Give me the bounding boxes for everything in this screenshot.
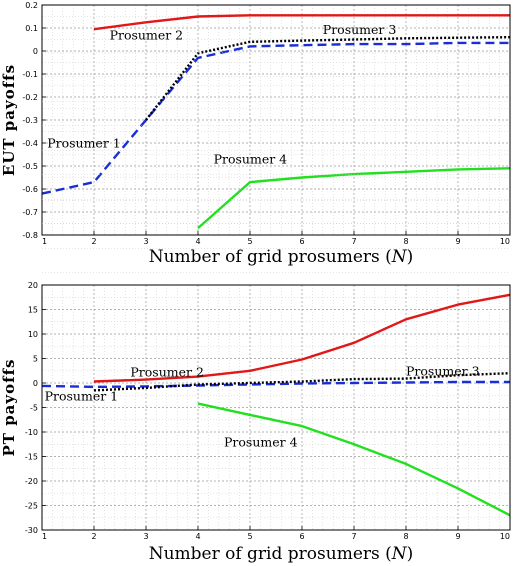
series-annotation: Prosumer 3	[406, 364, 480, 379]
x-tick-label: 1	[42, 237, 47, 246]
y-tick-label: 0.1	[25, 24, 38, 33]
series-line-prosumer-2	[93, 293, 511, 383]
x-tick-label: 5	[247, 237, 252, 246]
x-tick-label: 5	[247, 532, 252, 541]
x-tick-label: 8	[403, 237, 408, 246]
x-tick-label: 7	[351, 532, 356, 541]
series-annotation: Prosumer 1	[45, 389, 119, 404]
series-line-prosumer-3	[93, 372, 511, 392]
series-annotation: Prosumer 1	[47, 136, 121, 151]
series-annotation: Prosumer 4	[214, 152, 288, 167]
y-tick-label: 0	[33, 47, 38, 56]
x-tick-label: 2	[91, 532, 96, 541]
y-tick-label: -25	[25, 502, 38, 511]
x-tick-label: 1	[42, 532, 47, 541]
y-tick-label: -0.3	[22, 116, 38, 125]
y-tick-label: -0.4	[22, 139, 38, 148]
series-annotation: Prosumer 3	[323, 22, 397, 37]
y-tick-label: -20	[25, 477, 38, 486]
y-tick-label: -5	[30, 404, 38, 413]
x-tick-label: 7	[351, 237, 356, 246]
y-tick-label: -30	[25, 526, 38, 535]
x-tick-label: 10	[500, 237, 510, 246]
series-line-prosumer-4	[197, 402, 511, 517]
chart-panel-1: 0.2 0.1 0 -0.1 -0.2 -0.3 -0.4 -0.5 -0.6 -0.7 -0.8 1…	[0, 1, 511, 267]
x-tick-label: 6	[299, 237, 304, 246]
x-tick-label: 6	[299, 532, 304, 541]
y-axis-label: PT payoffs	[0, 359, 18, 457]
x-tick-label: 10	[500, 532, 510, 541]
y-tick-label: 15	[28, 306, 38, 315]
series-line-prosumer-1	[41, 380, 510, 389]
series-annotation: Prosumer 2	[110, 28, 184, 43]
series-line-prosumer-3	[145, 36, 511, 121]
y-tick-label: -0.7	[22, 208, 38, 217]
y-tick-label: -10	[25, 428, 38, 437]
y-tick-label: 10	[28, 330, 38, 339]
series-line-prosumer-2	[93, 14, 510, 31]
x-tick-label: 2	[91, 237, 96, 246]
x-axis-label: Number of grid prosumers (N)	[149, 247, 414, 267]
y-tick-label: 20	[28, 281, 38, 290]
x-axis-label: Number of grid prosumers (N)	[149, 544, 414, 564]
y-tick-label: 5	[33, 355, 38, 364]
x-tick-label: 9	[455, 532, 460, 541]
x-tick-label: 9	[455, 237, 460, 246]
y-tick-label: 0.2	[25, 1, 38, 10]
y-tick-label: -0.1	[22, 70, 38, 79]
y-tick-label: -0.6	[22, 185, 38, 194]
series-annotation: Prosumer 2	[130, 365, 204, 380]
y-tick-label: -0.2	[22, 93, 38, 102]
y-tick-label: -0.5	[22, 162, 38, 171]
x-tick-label: 4	[195, 237, 200, 246]
x-tick-label: 8	[403, 532, 408, 541]
x-tick-label: 3	[143, 532, 148, 541]
series-line-prosumer-1	[41, 41, 510, 195]
y-tick-label: -0.8	[22, 231, 38, 240]
series-line-prosumer-4	[197, 167, 511, 229]
series-annotation: Prosumer 4	[224, 435, 298, 450]
y-tick-label: -15	[25, 453, 38, 462]
x-tick-label: 4	[195, 532, 200, 541]
y-tick-label: 0	[33, 379, 38, 388]
x-tick-label: 3	[143, 237, 148, 246]
y-axis-label: EUT payoffs	[0, 64, 18, 176]
